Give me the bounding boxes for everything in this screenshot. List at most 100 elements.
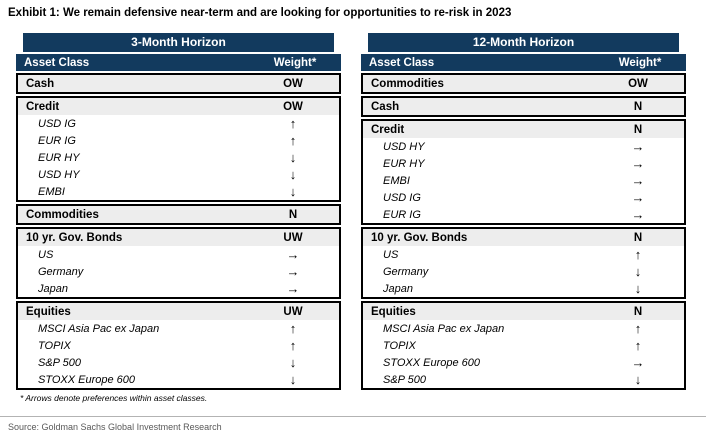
preference-arrow: ↑ [634, 321, 642, 336]
asset-class-row: Cash OW [18, 75, 339, 92]
preference-arrow: → [631, 173, 645, 188]
preference-arrow: ↓ [289, 167, 297, 182]
weight-value: N [633, 123, 643, 136]
table-3-month-horizon: 3-Month Horizon Asset Class Weight* Cash… [16, 33, 341, 392]
preference-arrow: ↓ [634, 264, 642, 279]
asset-class-row: Equities N [363, 303, 684, 320]
asset-label: EUR IG [383, 208, 421, 221]
weight-value: N [288, 208, 298, 221]
preference-arrow: ↓ [289, 150, 297, 165]
column-header-asset-class: Asset Class [369, 56, 435, 69]
tables-container: 3-Month Horizon Asset Class Weight* Cash… [16, 33, 686, 392]
asset-label: Cash [26, 77, 55, 90]
preference-arrow: ↑ [289, 133, 297, 148]
asset-label: USD HY [38, 168, 80, 181]
asset-label: S&P 500 [383, 373, 427, 386]
asset-label: TOPIX [38, 339, 71, 352]
asset-label: TOPIX [383, 339, 416, 352]
sub-asset-row: EUR IG → [363, 206, 684, 223]
asset-class-row: Equities UW [18, 303, 339, 320]
sub-asset-row: USD IG ↑ [18, 115, 339, 132]
sub-asset-row: US → [18, 246, 339, 263]
asset-label: 10 yr. Gov. Bonds [26, 231, 123, 244]
asset-class-section: Credit OW USD IG ↑ EUR IG ↑ EUR HY ↓ USD HY ↓ EMBI… [16, 96, 341, 202]
sub-asset-row: MSCI Asia Pac ex Japan ↑ [18, 320, 339, 337]
sub-asset-row: TOPIX ↑ [363, 337, 684, 354]
preference-arrow: → [631, 139, 645, 154]
weight-value: N [633, 305, 643, 318]
asset-label: US [38, 248, 54, 261]
asset-class-row: 10 yr. Gov. Bonds N [363, 229, 684, 246]
preference-arrow: ↓ [289, 355, 297, 370]
column-header-row: Asset Class Weight* [361, 54, 686, 71]
sub-asset-row: MSCI Asia Pac ex Japan ↑ [363, 320, 684, 337]
preference-arrow: ↓ [634, 281, 642, 296]
asset-label: EMBI [383, 174, 410, 187]
sub-asset-row: EUR IG ↑ [18, 132, 339, 149]
exhibit-title: Exhibit 1: We remain defensive near-term… [8, 7, 512, 19]
asset-label: EUR HY [38, 151, 80, 164]
sub-asset-row: TOPIX ↑ [18, 337, 339, 354]
preference-arrow: → [631, 156, 645, 171]
sub-asset-row: Japan → [18, 280, 339, 297]
sub-asset-row: Germany → [18, 263, 339, 280]
asset-label: Germany [383, 265, 429, 278]
sub-asset-row: Germany ↓ [363, 263, 684, 280]
sub-asset-row: EMBI ↓ [18, 183, 339, 200]
sub-asset-row: USD HY ↓ [18, 166, 339, 183]
asset-class-section: 10 yr. Gov. Bonds UW US → Germany → Japan → [16, 227, 341, 299]
asset-label: Japan [383, 282, 413, 295]
asset-class-section: 10 yr. Gov. Bonds N US ↑ Germany ↓ Japan ↓ [361, 227, 686, 299]
asset-class-section: Equities UW MSCI Asia Pac ex Japan ↑ TOPIX ↑ S… [16, 301, 341, 390]
table-title-12-month: 12-Month Horizon [368, 33, 679, 52]
column-header-asset-class: Asset Class [24, 56, 90, 69]
weight-value: UW [283, 305, 303, 318]
preference-arrow: → [286, 247, 300, 262]
asset-class-row: Commodities OW [363, 75, 684, 92]
asset-label: Commodities [26, 208, 99, 221]
asset-label: Equities [26, 305, 71, 318]
preference-arrow: → [631, 355, 645, 370]
sub-asset-row: S&P 500 ↓ [18, 354, 339, 371]
asset-class-row: Cash N [363, 98, 684, 115]
sub-asset-row: USD IG → [363, 189, 684, 206]
preference-arrow: ↓ [289, 372, 297, 387]
asset-label: EUR HY [383, 157, 425, 170]
column-header-weight: Weight* [273, 56, 317, 69]
asset-class-section: Commodities N [16, 204, 341, 225]
asset-label: USD IG [38, 117, 76, 130]
preference-arrow: ↓ [289, 184, 297, 199]
asset-class-section: Commodities OW [361, 73, 686, 94]
asset-label: S&P 500 [38, 356, 82, 369]
sub-asset-row: STOXX Europe 600 ↓ [18, 371, 339, 388]
asset-label: MSCI Asia Pac ex Japan [38, 322, 160, 335]
source-divider [0, 416, 706, 417]
sub-asset-row: EUR HY → [363, 155, 684, 172]
weight-value: OW [628, 77, 648, 90]
asset-label: MSCI Asia Pac ex Japan [383, 322, 505, 335]
asset-label: STOXX Europe 600 [383, 356, 481, 369]
sub-asset-row: EMBI → [363, 172, 684, 189]
preference-arrow: → [286, 281, 300, 296]
asset-label: USD HY [383, 140, 425, 153]
preference-arrow: ↑ [289, 116, 297, 131]
preference-arrow: ↑ [634, 338, 642, 353]
asset-label: US [383, 248, 399, 261]
column-header-row: Asset Class Weight* [16, 54, 341, 71]
weight-value: N [633, 100, 643, 113]
sub-asset-row: EUR HY ↓ [18, 149, 339, 166]
preference-arrow: ↑ [634, 247, 642, 262]
asset-label: Credit [26, 100, 60, 113]
asset-class-row: 10 yr. Gov. Bonds UW [18, 229, 339, 246]
asset-class-row: Credit OW [18, 98, 339, 115]
asset-class-section: Credit N USD HY → EUR HY → EMBI → USD IG → EUR IG → [361, 119, 686, 225]
sub-asset-row: STOXX Europe 600 → [363, 354, 684, 371]
asset-label: EUR IG [38, 134, 76, 147]
asset-label: EMBI [38, 185, 65, 198]
sub-asset-row: US ↑ [363, 246, 684, 263]
table-body: Cash OW Credit OW USD IG ↑ EUR IG ↑ EUR HY ↓ USD H… [16, 73, 341, 390]
source-line: Source: Goldman Sachs Global Investment … [8, 422, 222, 432]
table-12-month-horizon: 12-Month Horizon Asset Class Weight* Com… [361, 33, 686, 392]
asset-label: Commodities [371, 77, 444, 90]
asset-label: Equities [371, 305, 416, 318]
